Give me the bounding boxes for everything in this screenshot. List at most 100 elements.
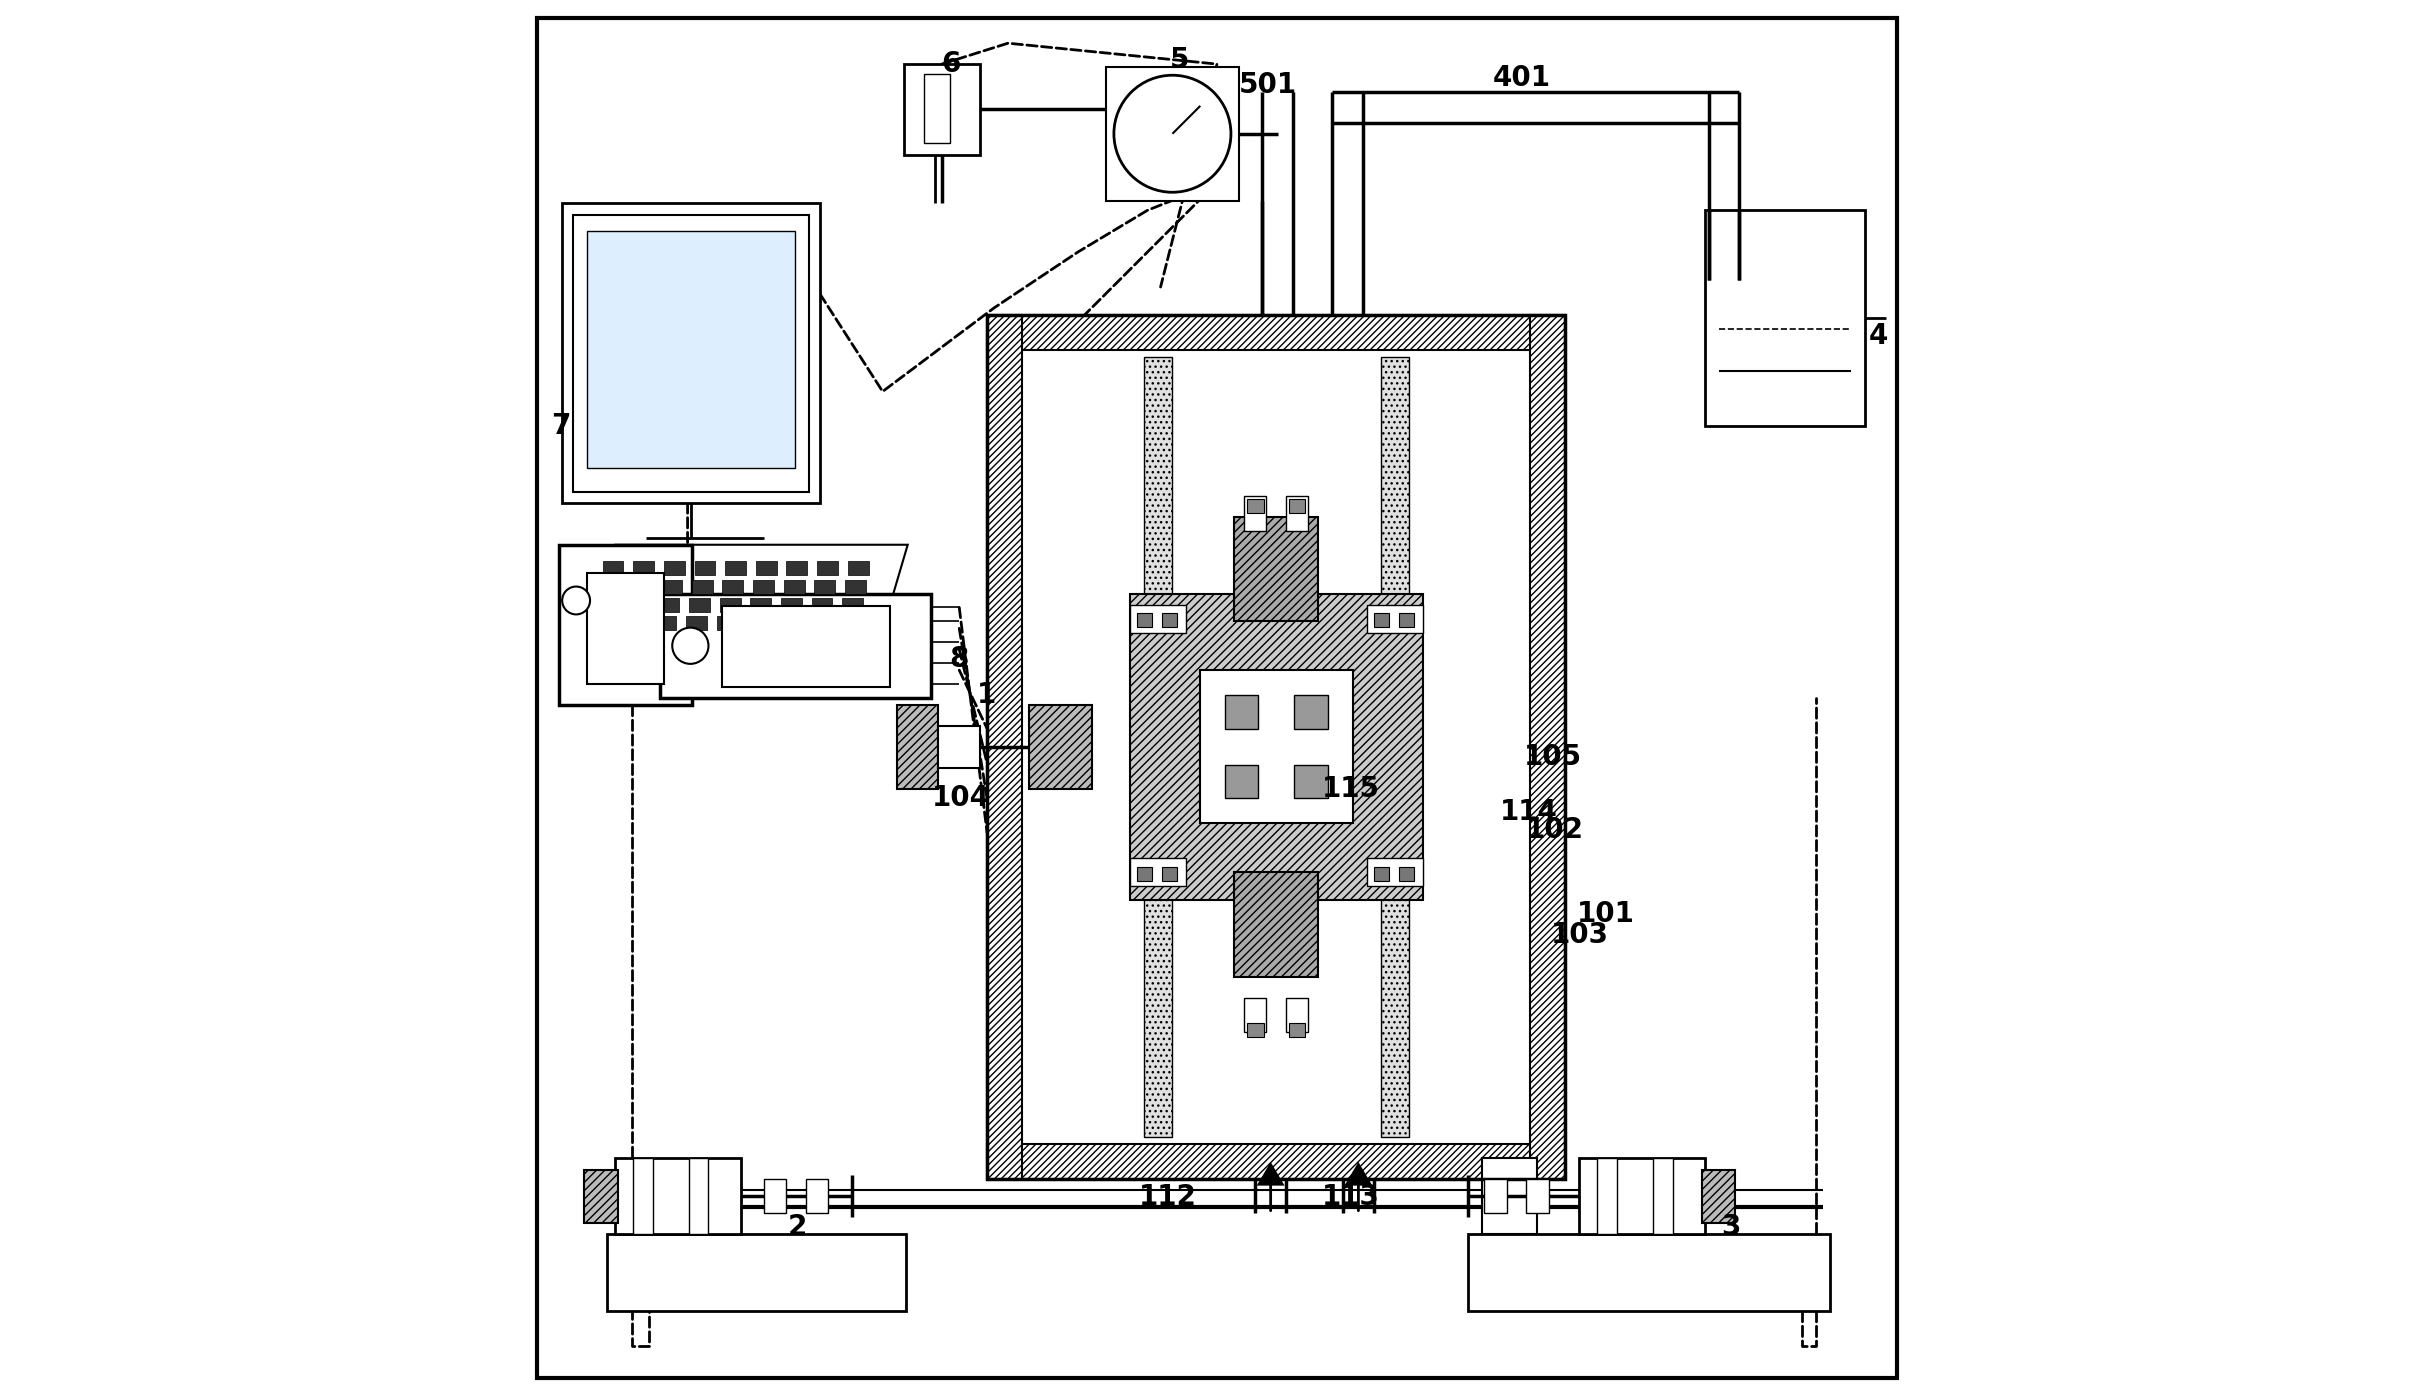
Bar [1597,1157,1616,1234]
Bar [1161,613,1178,627]
Text: 501: 501 [1239,71,1297,99]
Bar [1144,356,1171,1136]
Bar [842,597,864,611]
Bar [988,1143,1565,1178]
Bar [784,579,806,593]
Bar [1485,1180,1507,1213]
Bar [1368,859,1421,886]
Bar [779,616,798,630]
Bar [1400,867,1414,881]
Bar [781,597,801,611]
Bar [594,616,616,630]
Bar [562,204,820,503]
Bar [1368,604,1421,632]
Bar [1161,867,1178,881]
Bar [988,315,1565,1178]
Bar [757,561,776,575]
Bar [1531,315,1565,1178]
Bar [903,64,981,155]
Bar [818,561,837,575]
Bar [1400,613,1414,627]
Bar [633,561,655,575]
Bar [1701,1170,1735,1223]
Bar [1288,498,1305,512]
Bar [1704,211,1864,426]
Polygon shape [587,544,908,639]
Bar [815,579,835,593]
Bar [689,1157,708,1234]
Circle shape [562,586,589,614]
Bar [616,1157,740,1234]
Text: 115: 115 [1322,775,1380,803]
Bar [662,579,682,593]
Bar [1285,998,1307,1033]
Bar [1105,67,1239,201]
Circle shape [1115,75,1232,193]
Bar [657,597,679,611]
Bar [599,579,621,593]
Bar [664,561,684,575]
Bar [720,597,740,611]
Bar [786,561,808,575]
Bar [1285,496,1307,530]
Bar [574,215,808,491]
Bar [1129,604,1185,632]
Text: 103: 103 [1550,921,1609,949]
Bar [896,705,940,789]
Bar [840,616,859,630]
Bar [596,597,618,611]
Bar [587,572,664,684]
Bar [1295,695,1329,729]
Bar [660,593,932,698]
Bar [686,616,708,630]
Text: 101: 101 [1577,900,1633,928]
Bar [1526,1180,1548,1213]
Bar [750,597,772,611]
Text: 401: 401 [1492,64,1550,92]
Bar [628,597,647,611]
Text: 5: 5 [1171,46,1190,74]
Bar [806,1180,828,1213]
Text: 112: 112 [1139,1182,1198,1210]
Text: 114: 114 [1499,799,1558,826]
Bar [1234,517,1317,621]
Bar [1224,765,1258,799]
Bar [1246,1023,1263,1037]
Bar [752,579,774,593]
Text: 102: 102 [1526,817,1585,845]
Bar [925,74,949,144]
Bar [655,616,677,630]
Text: 6: 6 [942,50,961,78]
Bar [1200,670,1353,824]
Bar [1224,695,1258,729]
Text: 1: 1 [978,681,996,709]
Bar [584,1170,618,1223]
Bar [808,616,830,630]
Bar [845,579,867,593]
Bar [1137,867,1151,881]
Text: 8: 8 [949,645,969,673]
Bar [606,1234,905,1311]
Polygon shape [1344,1161,1373,1185]
Bar [604,561,623,575]
Bar [1129,593,1421,900]
Bar [764,1180,786,1213]
Bar [725,561,747,575]
Bar [718,616,738,630]
Bar [1482,1157,1538,1234]
Bar [587,232,796,468]
Bar [747,616,769,630]
Polygon shape [1256,1161,1285,1185]
Bar [689,597,711,611]
Bar [1580,1157,1704,1234]
Bar [560,544,691,705]
Bar [1030,705,1090,789]
Bar [1234,872,1317,977]
Bar [723,579,742,593]
Text: 3: 3 [1721,1213,1740,1241]
Bar [1468,1234,1830,1311]
Bar [847,561,869,575]
Bar [1137,613,1151,627]
Bar [1380,356,1409,1136]
Bar [626,616,645,630]
